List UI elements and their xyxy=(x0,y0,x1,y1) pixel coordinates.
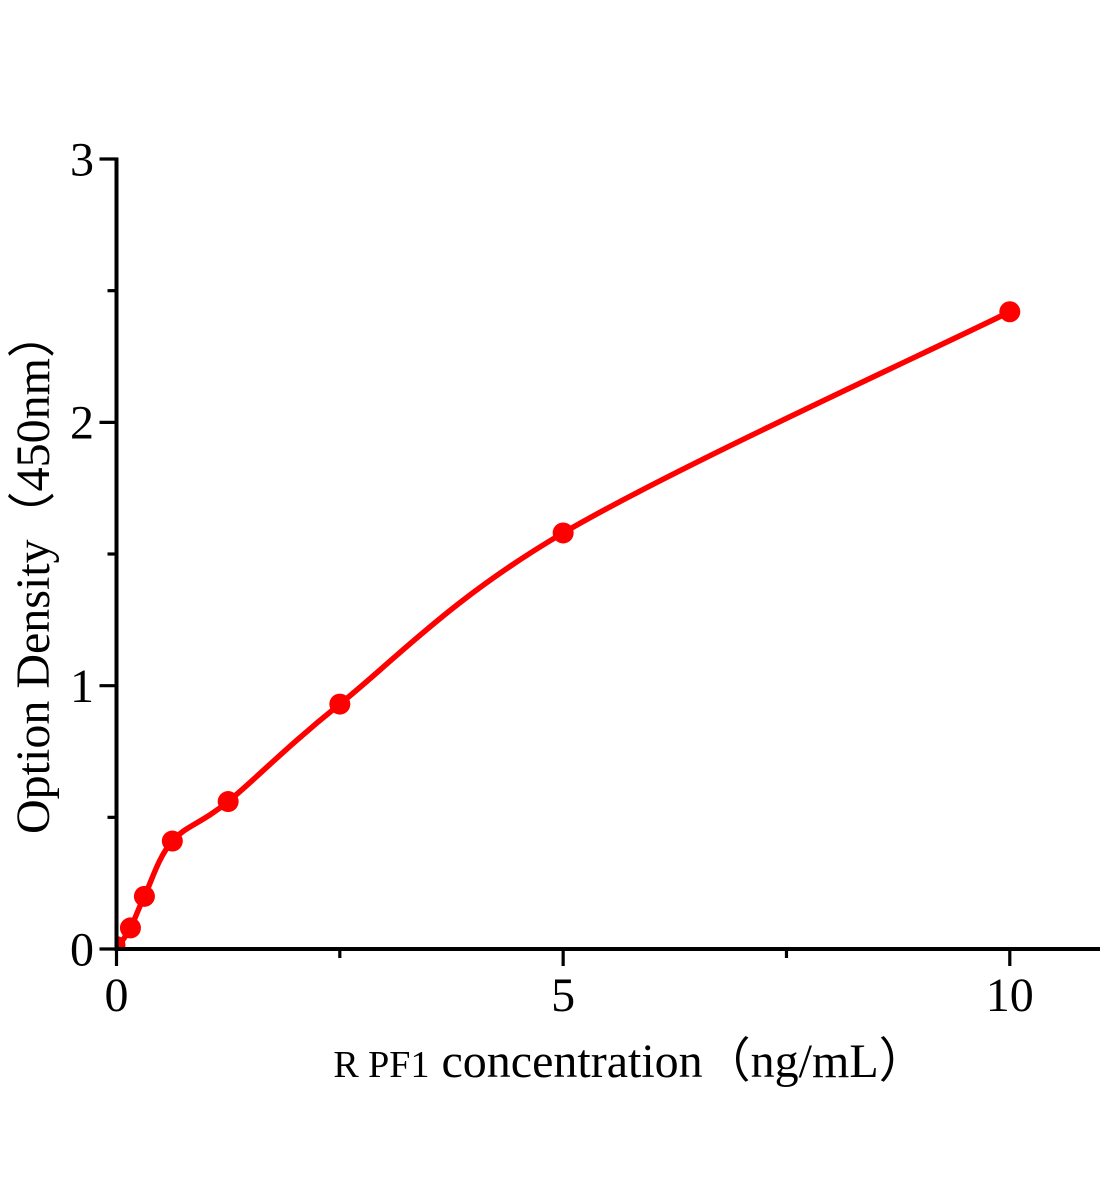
x-tick-label: 0 xyxy=(105,969,129,1022)
y-tick-label: 3 xyxy=(70,133,94,186)
x-tick-label: 5 xyxy=(551,969,575,1022)
y-tick-label: 0 xyxy=(70,923,94,976)
x-axis-title-text: concentration（ng/mL） xyxy=(441,1035,927,1088)
x-axis-title: R PF1 concentration（ng/mL） xyxy=(130,1034,1104,1094)
data-point xyxy=(133,885,155,907)
data-point xyxy=(329,693,351,715)
y-axis-title: Option Density（450nm） xyxy=(6,307,62,837)
data-point xyxy=(217,791,239,813)
x-tick-label: 10 xyxy=(986,969,1034,1022)
y-tick-label: 2 xyxy=(70,397,94,450)
y-axis-title-text: Option Density（450nm） xyxy=(7,310,60,834)
axis-lines xyxy=(114,157,1100,951)
data-point xyxy=(161,830,183,852)
y-tick-label: 1 xyxy=(70,660,94,713)
x-axis-title-prefix: R PF1 xyxy=(333,1044,430,1086)
data-point xyxy=(999,301,1021,323)
data-point xyxy=(552,522,574,544)
data-point-origin xyxy=(118,936,126,947)
data-point xyxy=(119,917,141,939)
data-layer xyxy=(118,301,1021,947)
fit-curve xyxy=(118,309,1012,947)
